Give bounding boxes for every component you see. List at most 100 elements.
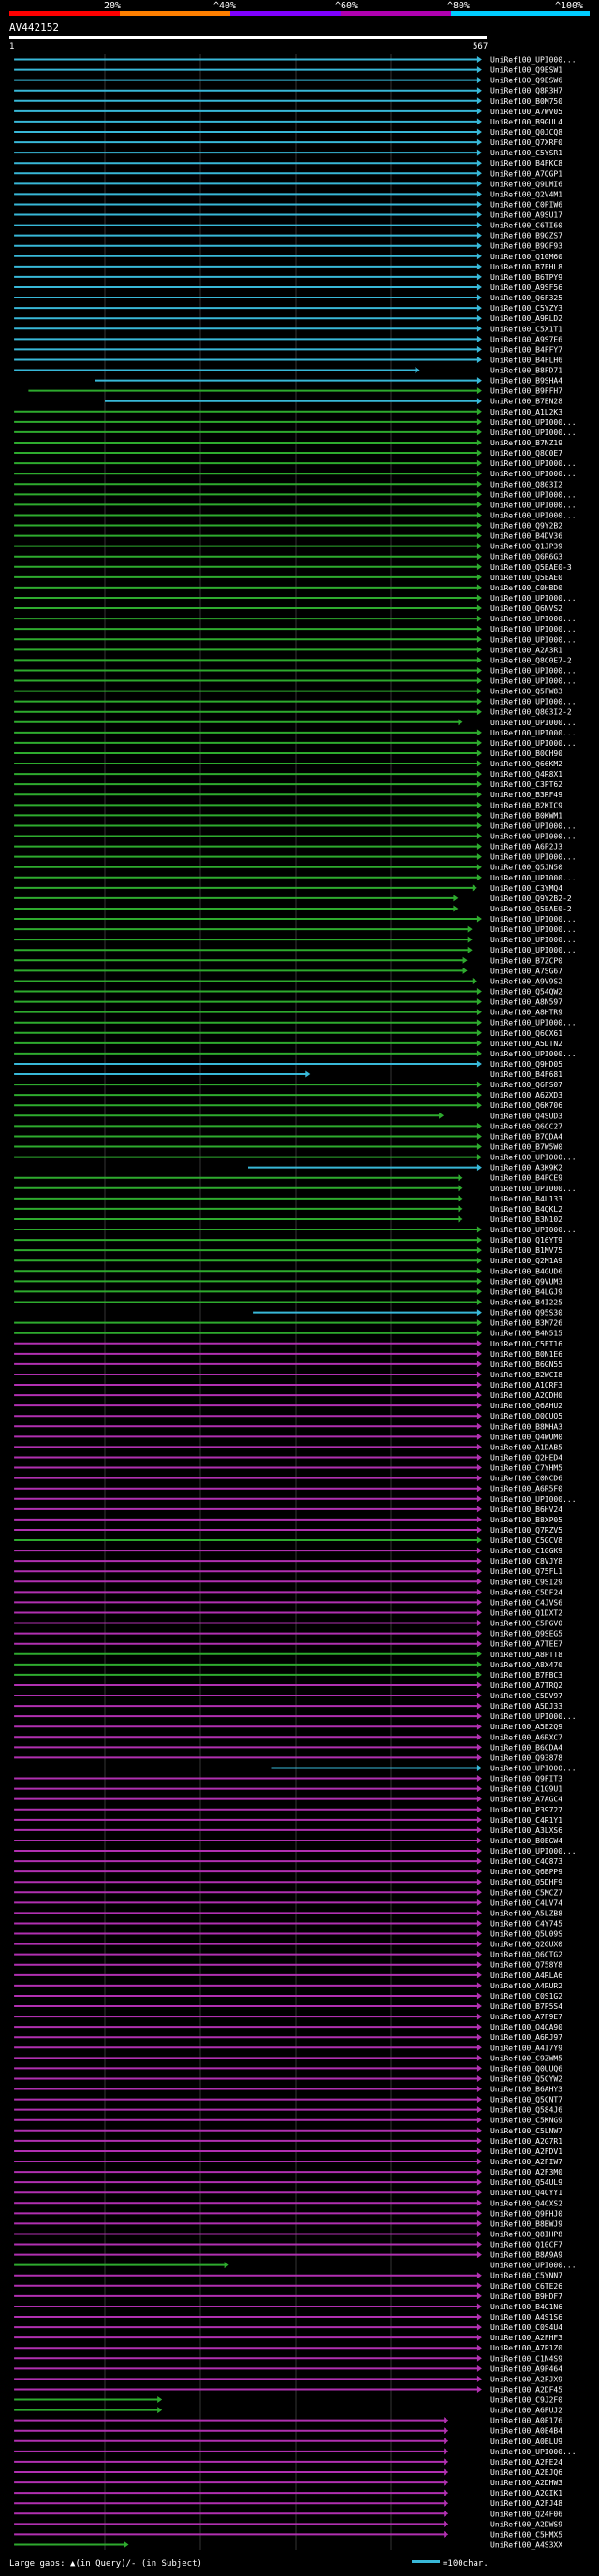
hit-label[interactable]: UniRef100_B7QDA4 bbox=[490, 1132, 562, 1141]
hit-label[interactable]: UniRef100_Q6BPP9 bbox=[490, 1868, 562, 1876]
hit-label[interactable]: UniRef100_A9S7E6 bbox=[490, 335, 562, 343]
hit-label[interactable]: UniRef100_C5HMX5 bbox=[490, 2530, 562, 2539]
hit-label[interactable]: UniRef100_Q7RZV5 bbox=[490, 1526, 562, 1535]
hit-label[interactable]: UniRef100_B3RF49 bbox=[490, 791, 562, 799]
hit-label[interactable]: UniRef100_Q8C0E7-2 bbox=[490, 656, 572, 664]
hit-label[interactable]: UniRef100_A5DJ33 bbox=[490, 1702, 562, 1710]
hit-label[interactable]: UniRef100_B3N102 bbox=[490, 1215, 562, 1224]
hit-label[interactable]: UniRef100_B1MV75 bbox=[490, 1246, 562, 1255]
hit-label[interactable]: UniRef100_Q2V4M1 bbox=[490, 190, 562, 198]
hit-label[interactable]: UniRef100_B4I225 bbox=[490, 1299, 562, 1307]
hit-label[interactable]: UniRef100_B4FLH6 bbox=[490, 356, 562, 364]
hit-label[interactable]: UniRef100_C5GCV8 bbox=[490, 1536, 562, 1545]
hit-label[interactable]: UniRef100_C5DV97 bbox=[490, 1692, 562, 1700]
hit-label[interactable]: UniRef100_UPI000... bbox=[490, 946, 577, 954]
hit-label[interactable]: UniRef100_A8N597 bbox=[490, 998, 562, 1007]
hit-label[interactable]: UniRef100_Q1JP39 bbox=[490, 543, 562, 551]
hit-label[interactable]: UniRef100_Q2HED4 bbox=[490, 1453, 562, 1462]
hit-label[interactable]: UniRef100_UPI000... bbox=[490, 677, 577, 686]
hit-label[interactable]: UniRef100_B6CDA4 bbox=[490, 1743, 562, 1752]
hit-label[interactable]: UniRef100_C4Q873 bbox=[490, 1857, 562, 1866]
hit-label[interactable]: UniRef100_B9FFH7 bbox=[490, 387, 562, 396]
hit-label[interactable]: UniRef100_A4I7Y9 bbox=[490, 2044, 562, 2052]
hit-label[interactable]: UniRef100_B4DV36 bbox=[490, 532, 562, 541]
hit-label[interactable]: UniRef100_B4FKC8 bbox=[490, 159, 562, 167]
hit-label[interactable]: UniRef100_A1L2K3 bbox=[490, 408, 562, 416]
hit-label[interactable]: UniRef100_A6RXC7 bbox=[490, 1733, 562, 1741]
hit-label[interactable]: UniRef100_UPI000... bbox=[490, 635, 577, 644]
hit-label[interactable]: UniRef100_B8MHA3 bbox=[490, 1422, 562, 1431]
hit-label[interactable]: UniRef100_C5YZY3 bbox=[490, 304, 562, 313]
hit-label[interactable]: UniRef100_B9GUL4 bbox=[490, 118, 562, 126]
hit-label[interactable]: UniRef100_B3M726 bbox=[490, 1319, 562, 1328]
hit-label[interactable]: UniRef100_C5YNN7 bbox=[490, 2272, 562, 2280]
hit-label[interactable]: UniRef100_C4Y745 bbox=[490, 1919, 562, 1928]
hit-label[interactable]: UniRef100_A2A3R1 bbox=[490, 646, 562, 654]
hit-label[interactable]: UniRef100_UPI000... bbox=[490, 1154, 577, 1162]
hit-label[interactable]: UniRef100_A0E176 bbox=[490, 2417, 562, 2425]
hit-label[interactable]: UniRef100_B8FD71 bbox=[490, 367, 562, 375]
hit-label[interactable]: UniRef100_B8BWJ9 bbox=[490, 2219, 562, 2228]
hit-label[interactable]: UniRef100_Q758Y8 bbox=[490, 1961, 562, 1970]
hit-label[interactable]: UniRef100_B9GF93 bbox=[490, 242, 562, 251]
hit-label[interactable]: UniRef100_Q5JN50 bbox=[490, 864, 562, 872]
hit-label[interactable]: UniRef100_A1DAB5 bbox=[490, 1443, 562, 1451]
hit-label[interactable]: UniRef100_UPI000... bbox=[490, 418, 577, 427]
hit-label[interactable]: UniRef100_B7FBC3 bbox=[490, 1671, 562, 1680]
hit-label[interactable]: UniRef100_UPI000... bbox=[490, 833, 577, 841]
hit-label[interactable]: UniRef100_Q8C0E7 bbox=[490, 449, 562, 458]
hit-label[interactable]: UniRef100_Q6AHU2 bbox=[490, 1402, 562, 1410]
hit-label[interactable]: UniRef100_B4G1N6 bbox=[490, 2303, 562, 2311]
hit-label[interactable]: UniRef100_UPI000... bbox=[490, 1495, 577, 1504]
hit-label[interactable]: UniRef100_A7AGC4 bbox=[490, 1796, 562, 1804]
hit-label[interactable]: UniRef100_UPI000... bbox=[490, 490, 577, 499]
hit-label[interactable]: UniRef100_A5DTN2 bbox=[490, 1040, 562, 1048]
hit-label[interactable]: UniRef100_C9J2F0 bbox=[490, 2396, 562, 2405]
hit-label[interactable]: UniRef100_B6HV24 bbox=[490, 1506, 562, 1514]
hit-label[interactable]: UniRef100_A6PUJ2 bbox=[490, 2407, 562, 2415]
hit-label[interactable]: UniRef100_C4LV74 bbox=[490, 1899, 562, 1907]
hit-label[interactable]: UniRef100_Q4R8X1 bbox=[490, 770, 562, 779]
hit-label[interactable]: UniRef100_Q9ESW6 bbox=[490, 77, 562, 85]
hit-label[interactable]: UniRef100_C3YMQ4 bbox=[490, 884, 562, 893]
hit-label[interactable]: UniRef100_Q9VUM3 bbox=[490, 1277, 562, 1286]
hit-label[interactable]: UniRef100_C9SI29 bbox=[490, 1578, 562, 1586]
hit-label[interactable]: UniRef100_A2FDV1 bbox=[490, 2147, 562, 2156]
hit-label[interactable]: UniRef100_UPI000... bbox=[490, 822, 577, 830]
hit-label[interactable]: UniRef100_C6TE26 bbox=[490, 2282, 562, 2291]
hit-label[interactable]: UniRef100_B7FHL8 bbox=[490, 263, 562, 271]
hit-label[interactable]: UniRef100_A7SG67 bbox=[490, 967, 562, 975]
hit-label[interactable]: UniRef100_A5LZB8 bbox=[490, 1909, 562, 1917]
hit-label[interactable]: UniRef100_B7W5W0 bbox=[490, 1143, 562, 1152]
hit-label[interactable]: UniRef100_P39727 bbox=[490, 1806, 562, 1814]
hit-label[interactable]: UniRef100_Q24F06 bbox=[490, 2510, 562, 2518]
hit-label[interactable]: UniRef100_UPI000... bbox=[490, 2262, 577, 2270]
hit-label[interactable]: UniRef100_A9SU17 bbox=[490, 211, 562, 220]
hit-label[interactable]: UniRef100_A1CRF3 bbox=[490, 1381, 562, 1390]
hit-label[interactable]: UniRef100_UPI000... bbox=[490, 925, 577, 934]
hit-label[interactable]: UniRef100_Q5EAE0 bbox=[490, 574, 562, 582]
hit-label[interactable]: UniRef100_Q6CX61 bbox=[490, 1029, 562, 1038]
hit-label[interactable]: UniRef100_C1G9U1 bbox=[490, 1785, 562, 1794]
hit-label[interactable]: UniRef100_C5FT16 bbox=[490, 1340, 562, 1348]
hit-label[interactable]: UniRef100_Q0UUQ6 bbox=[490, 2064, 562, 2073]
hit-label[interactable]: UniRef100_Q5EAE0-3 bbox=[490, 563, 572, 572]
hit-label[interactable]: UniRef100_A7P1Z0 bbox=[490, 2344, 562, 2352]
hit-label[interactable]: UniRef100_A2EJQ6 bbox=[490, 2468, 562, 2477]
hit-label[interactable]: UniRef100_Q5CYW2 bbox=[490, 2074, 562, 2083]
hit-label[interactable]: UniRef100_UPI000... bbox=[490, 698, 577, 706]
hit-label[interactable]: UniRef100_B9SHA4 bbox=[490, 377, 562, 386]
hit-label[interactable]: UniRef100_C0HBD0 bbox=[490, 584, 562, 592]
hit-label[interactable]: UniRef100_A8PTT8 bbox=[490, 1651, 562, 1659]
hit-label[interactable]: UniRef100_A9V9S2 bbox=[490, 977, 562, 985]
hit-label[interactable]: UniRef100_C1GGK9 bbox=[490, 1547, 562, 1555]
hit-label[interactable]: UniRef100_B2WCI8 bbox=[490, 1371, 562, 1379]
hit-label[interactable]: UniRef100_UPI000... bbox=[490, 1185, 577, 1193]
hit-label[interactable]: UniRef100_UPI000... bbox=[490, 1764, 577, 1772]
hit-label[interactable]: UniRef100_B4GUD6 bbox=[490, 1267, 562, 1275]
hit-label[interactable]: UniRef100_A9RLD2 bbox=[490, 314, 562, 323]
hit-label[interactable]: UniRef100_Q9Y2B2-2 bbox=[490, 895, 572, 903]
hit-label[interactable]: UniRef100_A2FHF3 bbox=[490, 2334, 562, 2342]
hit-label[interactable]: UniRef100_C8VJY8 bbox=[490, 1557, 562, 1565]
hit-label[interactable]: UniRef100_Q6F325 bbox=[490, 294, 562, 302]
